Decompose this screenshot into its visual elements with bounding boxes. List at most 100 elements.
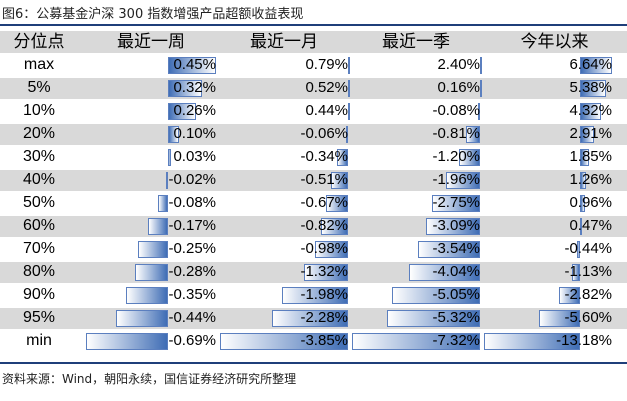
bar [220, 333, 348, 350]
data-label: 0.26% [173, 102, 216, 119]
bar [580, 172, 587, 189]
bar [580, 149, 589, 166]
row-label: min [26, 332, 52, 349]
data-label: 5.38% [569, 79, 612, 96]
bar [459, 149, 480, 166]
data-label: -1.20% [432, 148, 480, 165]
data-label: 0.16% [437, 79, 480, 96]
bar [168, 126, 179, 143]
data-label: -0.81% [432, 125, 480, 142]
row-label: 70% [22, 240, 56, 257]
data-label: -0.08% [168, 194, 216, 211]
bar [147, 218, 168, 235]
data-label: -2.82% [564, 286, 612, 303]
column-header: 最近一季 [382, 32, 450, 52]
data-label: -1.96% [432, 171, 480, 188]
source-note: 资料来源：Wind，朝阳永续，国信证券经济研究所整理 [2, 372, 297, 386]
bar [386, 310, 480, 327]
data-label: -0.25% [168, 240, 216, 257]
data-label: -5.05% [432, 286, 480, 303]
bar [425, 218, 480, 235]
data-label: -7.32% [432, 332, 480, 349]
row-label: 30% [22, 148, 56, 165]
data-label: -0.35% [168, 286, 216, 303]
row-label: 60% [22, 217, 56, 234]
data-label: -0.98% [300, 240, 348, 257]
data-label: -0.08% [432, 102, 480, 119]
data-label: -13.18% [556, 332, 612, 349]
bar [168, 103, 196, 120]
column-header-percentile: 分位点 [13, 32, 65, 52]
bar [409, 264, 480, 281]
bar [580, 57, 612, 74]
bar [559, 287, 580, 304]
bar [352, 333, 480, 350]
row-label: max [23, 56, 55, 73]
figure-title: 图6：公募基金沪深 300 指数增强产品超额收益表现 [2, 7, 304, 22]
bar [165, 172, 168, 189]
data-label: -0.17% [168, 217, 216, 234]
data-label: -0.44% [564, 240, 612, 257]
bar [168, 80, 203, 97]
header-band [0, 31, 627, 53]
bar [315, 241, 348, 258]
data-label: -3.09% [432, 217, 480, 234]
bar [576, 241, 580, 258]
bar [331, 172, 348, 189]
data-label: 0.45% [173, 56, 216, 73]
data-label: 0.96% [569, 194, 612, 211]
bar [480, 80, 482, 97]
bar [336, 149, 348, 166]
bar [115, 310, 168, 327]
data-label: -0.34% [300, 148, 348, 165]
data-label: 0.44% [305, 102, 348, 119]
row-label: 50% [22, 194, 56, 211]
bar [580, 218, 583, 235]
bar [158, 195, 168, 212]
bar [580, 126, 595, 143]
data-label: 0.03% [173, 148, 216, 165]
row-band [0, 78, 627, 99]
bar [272, 310, 348, 327]
data-label: -0.51% [300, 171, 348, 188]
bar [86, 333, 168, 350]
data-label: -4.04% [432, 263, 480, 280]
data-label: -2.28% [300, 309, 348, 326]
bar [138, 241, 168, 258]
row-label: 80% [22, 263, 56, 280]
data-label: 1.85% [569, 148, 612, 165]
data-label: 0.52% [305, 79, 348, 96]
bar [465, 126, 480, 143]
row-label: 5% [27, 79, 51, 96]
bar [348, 80, 350, 97]
bar [478, 103, 480, 120]
data-label: 0.47% [569, 217, 612, 234]
bar [445, 172, 480, 189]
bar [391, 287, 480, 304]
data-label: 0.10% [173, 125, 216, 142]
bar [539, 310, 580, 327]
bar [325, 195, 348, 212]
data-label: -1.32% [300, 263, 348, 280]
data-label: 1.26% [569, 171, 612, 188]
row-label: 95% [22, 309, 56, 326]
bar [571, 264, 580, 281]
column-header: 最近一周 [117, 32, 185, 52]
bar [134, 264, 168, 281]
data-label: 4.32% [569, 102, 612, 119]
data-label: 6.64% [569, 56, 612, 73]
data-label: -0.82% [300, 217, 348, 234]
bar [126, 287, 168, 304]
column-header: 今年以来 [520, 32, 589, 52]
bar [304, 264, 348, 281]
bar [431, 195, 480, 212]
data-label: -2.75% [432, 194, 480, 211]
data-label: -1.13% [564, 263, 612, 280]
bar [168, 57, 216, 74]
data-label: 2.91% [569, 125, 612, 142]
data-label: -5.60% [564, 309, 612, 326]
data-label: -3.54% [432, 240, 480, 257]
row-label: 40% [22, 171, 56, 188]
bar [320, 218, 348, 235]
data-label: -1.98% [300, 286, 348, 303]
